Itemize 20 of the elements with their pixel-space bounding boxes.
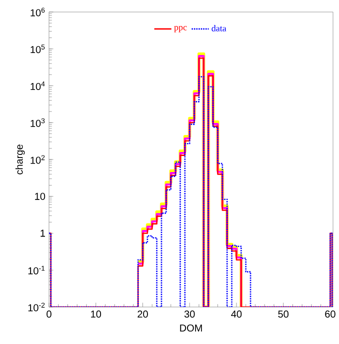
y-tick-label: 10$^{5}$	[30, 44, 45, 54]
y-tick-label: 10$^{4}$	[30, 81, 45, 90]
y-tick-label: 1	[40, 230, 45, 237]
x-axis-title: DOM	[180, 324, 202, 332]
x-tick-label: 40	[231, 310, 242, 318]
x-tick-label: 10	[91, 310, 102, 318]
x-tick-label: 60	[325, 310, 336, 318]
x-tick-label: 20	[138, 310, 148, 318]
y-tick-label: 10$^{-1}$	[28, 266, 45, 274]
x-tick-label: 50	[278, 310, 288, 318]
y-tick-label: 10	[35, 192, 46, 200]
x-tick-label: 0	[46, 310, 52, 318]
y-axis-title: charge	[15, 144, 25, 174]
y-tick-label: 10$^{2}$	[30, 155, 45, 164]
legend-label: ppc	[174, 26, 187, 32]
x-tick-label: 30	[184, 310, 195, 318]
y-tick-label: 10$^{-2}$	[28, 302, 45, 312]
legend-label: data	[212, 25, 226, 32]
y-tick-label: 10$^{6}$	[30, 8, 45, 16]
y-tick-label: 10$^{3}$	[30, 118, 45, 127]
